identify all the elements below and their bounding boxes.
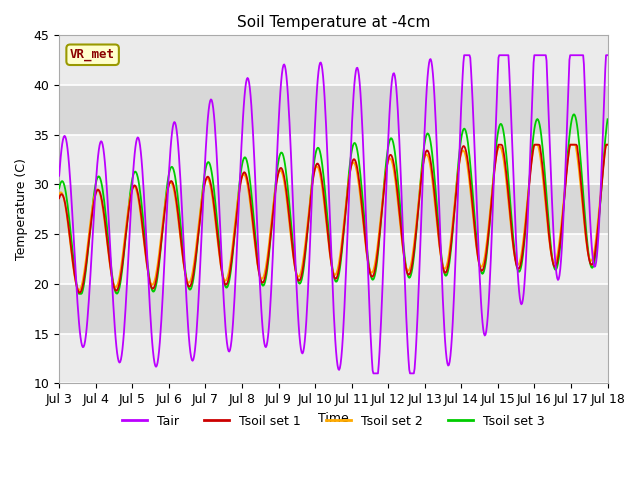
Text: VR_met: VR_met (70, 48, 115, 61)
Bar (59, 36, 607, 85)
Bar (59, 234, 607, 284)
Legend: Tair, Tsoil set 1, Tsoil set 2, Tsoil set 3: Tair, Tsoil set 1, Tsoil set 2, Tsoil se… (117, 410, 550, 433)
X-axis label: Time: Time (318, 411, 349, 425)
Y-axis label: Temperature (C): Temperature (C) (15, 158, 28, 260)
Title: Soil Temperature at -4cm: Soil Temperature at -4cm (237, 15, 430, 30)
Bar (59, 334, 607, 384)
Bar (59, 135, 607, 184)
